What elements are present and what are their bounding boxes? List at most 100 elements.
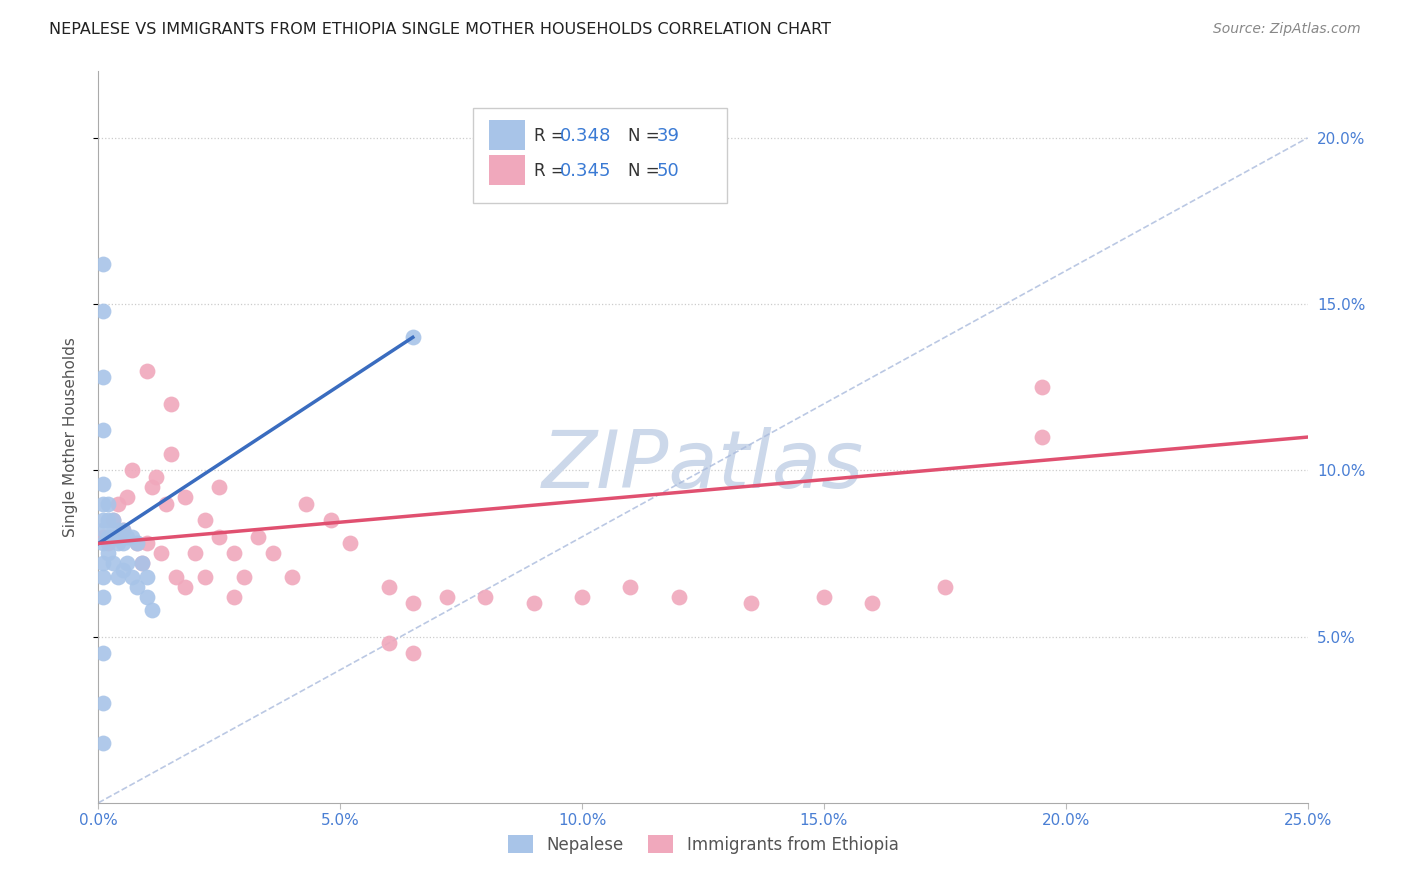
Text: R =: R = — [534, 127, 569, 145]
Point — [402, 330, 425, 344]
Point — [101, 513, 124, 527]
FancyBboxPatch shape — [489, 155, 526, 185]
Legend: Nepalese, Immigrants from Ethiopia: Nepalese, Immigrants from Ethiopia — [501, 829, 905, 860]
FancyBboxPatch shape — [489, 120, 526, 150]
Point — [141, 480, 163, 494]
Point — [281, 570, 304, 584]
Point — [145, 470, 167, 484]
Point — [222, 590, 245, 604]
Point — [91, 536, 114, 550]
Point — [668, 590, 690, 604]
Point — [111, 563, 134, 577]
Point — [91, 736, 114, 750]
Point — [91, 696, 114, 710]
Point — [860, 596, 883, 610]
FancyBboxPatch shape — [474, 108, 727, 203]
Point — [91, 513, 114, 527]
Point — [377, 580, 399, 594]
Point — [402, 646, 425, 660]
Point — [107, 497, 129, 511]
Point — [740, 596, 762, 610]
Point — [97, 530, 120, 544]
Point — [194, 513, 217, 527]
Point — [813, 590, 835, 604]
Point — [1031, 430, 1053, 444]
Point — [91, 570, 114, 584]
Point — [436, 590, 458, 604]
Point — [934, 580, 956, 594]
Point — [295, 497, 318, 511]
Point — [135, 590, 157, 604]
Point — [174, 580, 197, 594]
Point — [101, 530, 124, 544]
Point — [377, 636, 399, 650]
Point — [127, 536, 149, 550]
Text: 50: 50 — [657, 161, 681, 180]
Point — [97, 497, 120, 511]
Text: 39: 39 — [657, 127, 681, 145]
Point — [91, 476, 114, 491]
Point — [101, 513, 124, 527]
Point — [232, 570, 254, 584]
Point — [107, 570, 129, 584]
Point — [474, 590, 496, 604]
Point — [117, 557, 139, 571]
Point — [150, 546, 173, 560]
Point — [262, 546, 284, 560]
Point — [121, 530, 143, 544]
Text: R =: R = — [534, 161, 569, 180]
Point — [160, 447, 183, 461]
Point — [117, 530, 139, 544]
Point — [174, 490, 197, 504]
Point — [127, 536, 149, 550]
Point — [91, 646, 114, 660]
Point — [111, 523, 134, 537]
Point — [107, 536, 129, 550]
Point — [1031, 380, 1053, 394]
Text: N =: N = — [628, 127, 665, 145]
Point — [121, 570, 143, 584]
Point — [165, 570, 187, 584]
Text: Source: ZipAtlas.com: Source: ZipAtlas.com — [1213, 22, 1361, 37]
Point — [222, 546, 245, 560]
Point — [91, 303, 114, 318]
Point — [91, 557, 114, 571]
Point — [194, 570, 217, 584]
Point — [619, 580, 641, 594]
Point — [571, 590, 593, 604]
Point — [91, 497, 114, 511]
Point — [91, 257, 114, 271]
Point — [107, 523, 129, 537]
Point — [135, 570, 157, 584]
Text: 0.345: 0.345 — [561, 161, 612, 180]
Point — [402, 596, 425, 610]
Point — [91, 370, 114, 384]
Point — [155, 497, 177, 511]
Point — [135, 536, 157, 550]
Point — [141, 603, 163, 617]
Point — [91, 590, 114, 604]
Point — [91, 523, 114, 537]
Point — [208, 480, 231, 494]
Point — [160, 397, 183, 411]
Point — [131, 557, 153, 571]
Text: ZIPatlas: ZIPatlas — [541, 427, 865, 506]
Point — [97, 536, 120, 550]
Point — [208, 530, 231, 544]
Point — [131, 557, 153, 571]
Point — [101, 557, 124, 571]
Text: N =: N = — [628, 161, 665, 180]
Point — [247, 530, 270, 544]
Point — [117, 490, 139, 504]
Point — [91, 424, 114, 438]
Point — [111, 536, 134, 550]
Point — [121, 463, 143, 477]
Point — [97, 546, 120, 560]
Point — [97, 513, 120, 527]
Point — [339, 536, 361, 550]
Point — [135, 363, 157, 377]
Text: 0.348: 0.348 — [561, 127, 612, 145]
Text: NEPALESE VS IMMIGRANTS FROM ETHIOPIA SINGLE MOTHER HOUSEHOLDS CORRELATION CHART: NEPALESE VS IMMIGRANTS FROM ETHIOPIA SIN… — [49, 22, 831, 37]
Point — [91, 530, 114, 544]
Point — [111, 523, 134, 537]
